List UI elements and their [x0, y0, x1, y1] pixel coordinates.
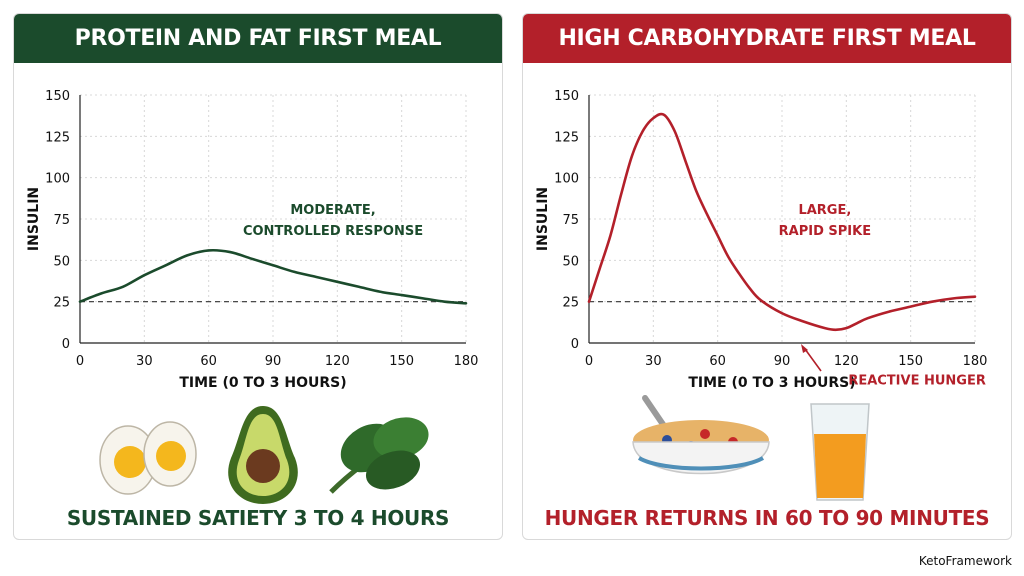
x-tick-label: 0 — [76, 354, 84, 369]
arrow-head — [801, 344, 808, 353]
brand-watermark: KetoFramework — [918, 554, 1012, 568]
x-tick-label: 120 — [325, 354, 350, 369]
x-tick-label: 150 — [898, 354, 923, 369]
x-axis-label: TIME (0 TO 3 HOURS) — [688, 375, 855, 391]
y-tick-label: 75 — [53, 213, 70, 228]
x-tick-label: 120 — [834, 354, 859, 369]
protein-fat-panel: PROTEIN AND FAT FIRST MEAL 0 30 60 90 120 150… — [13, 13, 503, 540]
y-tick-label: 0 — [62, 337, 70, 352]
x-tick-label: 30 — [136, 354, 153, 369]
high-carb-panel: HIGH CARBOHYDRATE FIRST MEAL 0 30 60 90 120 1… — [522, 13, 1012, 540]
spinach-icon — [329, 417, 429, 494]
x-tick-label: 60 — [200, 354, 217, 369]
insulin-series-line — [587, 112, 977, 332]
x-tick-label: 90 — [774, 354, 791, 369]
panel-title: HIGH CARBOHYDRATE FIRST MEAL — [523, 14, 1011, 63]
insulin-series-line — [78, 248, 468, 305]
y-tick-label: 25 — [562, 296, 579, 311]
y-tick-label: 100 — [554, 172, 579, 187]
y-tick-label: 50 — [53, 254, 70, 269]
y-tick-label: 150 — [45, 89, 70, 104]
reactive-hunger-arrow — [804, 348, 822, 372]
annotation-label: RAPID SPIKE — [779, 224, 871, 239]
annotation-label: MODERATE, — [290, 203, 375, 218]
x-tick-label: 0 — [585, 354, 593, 369]
y-tick-label: 50 — [562, 254, 579, 269]
avocado-icon — [228, 406, 298, 504]
y-axis-label: INSULIN — [26, 187, 42, 251]
cereal-bowl-icon — [632, 395, 770, 475]
protein-fat-insulin-chart: 0 30 60 90 120 150 180 0 25 50 75 100 125 150 INSULIN T… — [26, 89, 479, 391]
x-tick-label: 60 — [709, 354, 726, 369]
x-tick-label: 180 — [454, 354, 479, 369]
y-tick-label: 25 — [53, 296, 70, 311]
panel-title: PROTEIN AND FAT FIRST MEAL — [14, 14, 502, 63]
y-tick-label: 150 — [554, 89, 579, 104]
egg-icon — [99, 421, 197, 495]
high-carb-insulin-chart: 0 30 60 90 120 150 180 0 25 50 75 100 125 150 INSULIN T… — [535, 89, 988, 391]
y-tick-label: 125 — [45, 130, 70, 145]
y-tick-label: 0 — [571, 337, 579, 352]
x-tick-label: 180 — [963, 354, 988, 369]
y-axis-label: INSULIN — [535, 187, 551, 251]
annotation-label: LARGE, — [798, 203, 851, 218]
satiety-message: SUSTAINED SATIETY 3 TO 4 HOURS — [66, 506, 450, 530]
y-tick-label: 75 — [562, 213, 579, 228]
orange-juice-icon — [810, 403, 870, 501]
x-axis-label: TIME (0 TO 3 HOURS) — [179, 375, 346, 391]
x-tick-label: 30 — [645, 354, 662, 369]
annotation-label: CONTROLLED RESPONSE — [243, 224, 423, 239]
x-tick-label: 150 — [389, 354, 414, 369]
annotation-label: REACTIVE HUNGER — [848, 373, 986, 388]
x-tick-label: 90 — [265, 354, 282, 369]
y-tick-label: 125 — [554, 130, 579, 145]
hunger-message: HUNGER RETURNS IN 60 TO 90 MINUTES — [544, 506, 990, 530]
y-tick-label: 100 — [45, 172, 70, 187]
